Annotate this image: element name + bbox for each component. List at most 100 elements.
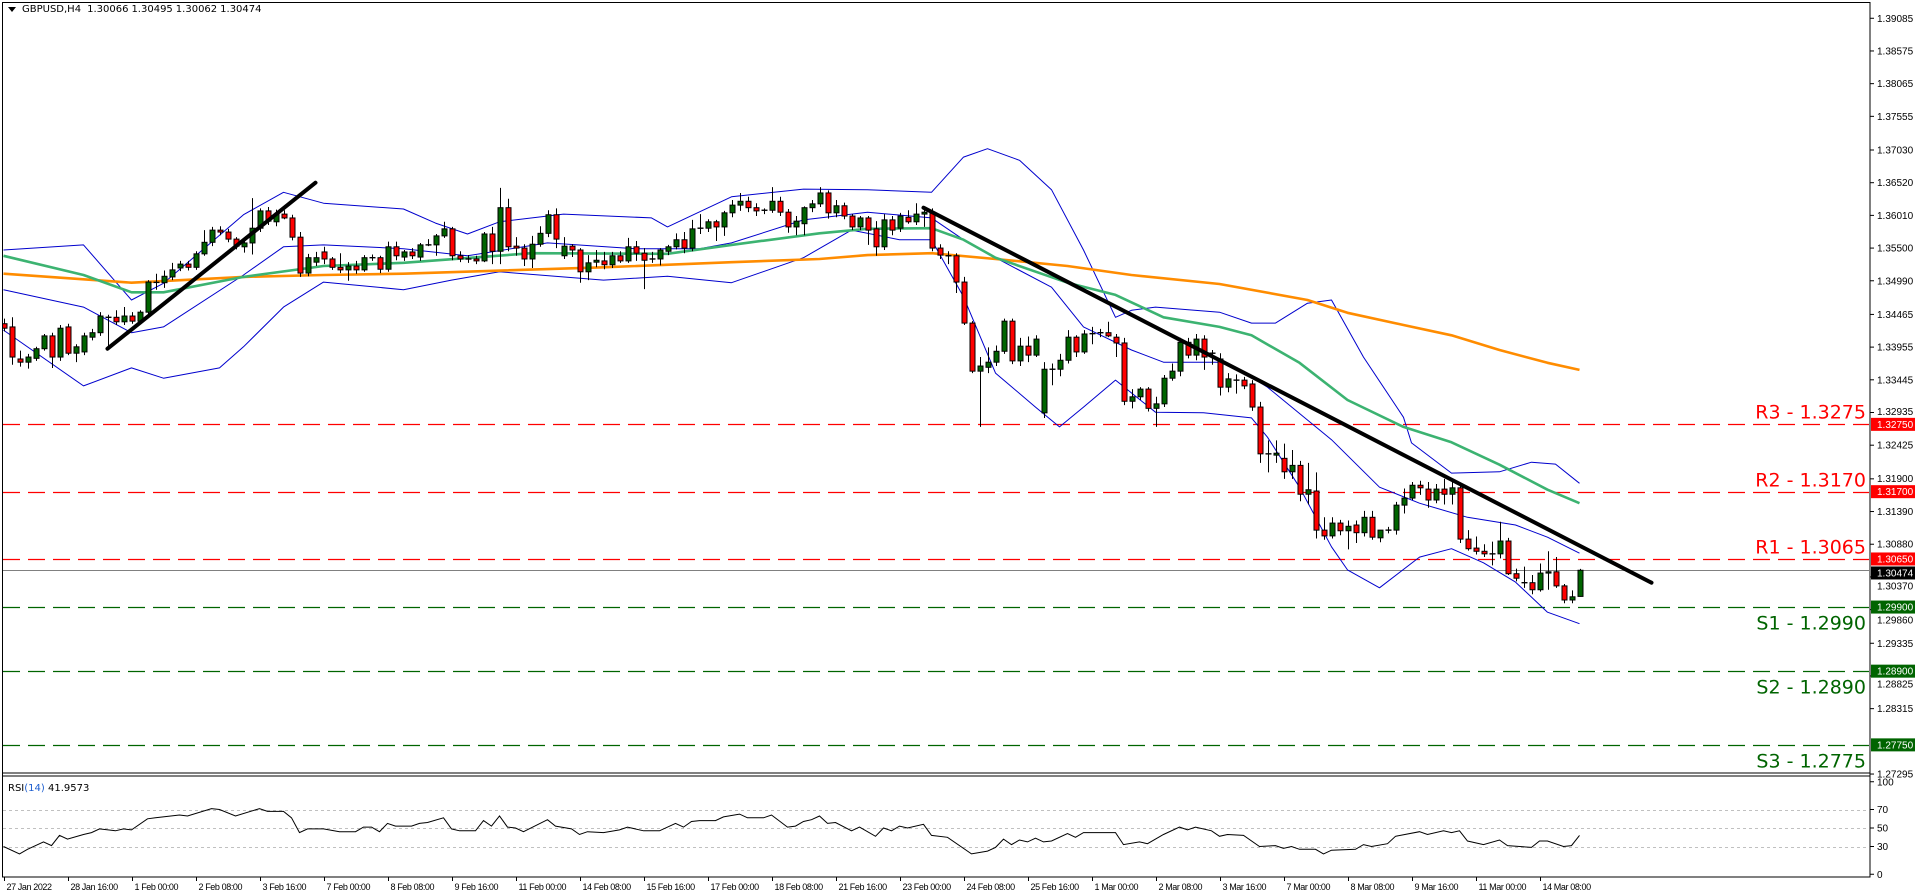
candle-body-bear — [1321, 529, 1328, 537]
candle — [1049, 363, 1056, 386]
candle-body-bull — [545, 214, 552, 234]
candle-body-bull — [1177, 341, 1184, 372]
candle — [809, 200, 816, 213]
candle — [849, 214, 856, 231]
candle — [721, 210, 728, 236]
candle — [217, 226, 224, 236]
price-tick-label: 1.27295 — [1877, 770, 1914, 781]
candle-body-bear — [217, 229, 224, 233]
rsi-panel: 100 70 50 30 0 — [3, 777, 1894, 881]
dropdown-triangle-icon[interactable] — [8, 7, 16, 12]
time-tick-label: 28 Jan 16:00 — [71, 882, 119, 892]
candle-body-bull — [609, 255, 616, 266]
candle — [481, 232, 488, 263]
candle — [1497, 521, 1504, 559]
candle-body-bear — [849, 215, 856, 228]
candle — [841, 202, 848, 220]
candle — [1225, 373, 1232, 393]
candle-body-bear — [841, 205, 848, 217]
current-price-tag — [1871, 566, 1915, 580]
candle-body-bear — [185, 263, 192, 268]
candle-body-bull — [1497, 540, 1504, 555]
trendline[interactable] — [105, 180, 318, 351]
candle — [497, 187, 504, 265]
candle-body-bull — [993, 350, 1000, 363]
candle-body-bull — [1377, 529, 1384, 539]
time-tick-label: 8 Mar 08:00 — [1351, 882, 1395, 892]
candle — [993, 345, 1000, 367]
candle — [873, 221, 880, 256]
candle-body-bear — [873, 228, 880, 248]
candle-body-bear — [1353, 524, 1360, 534]
candle — [297, 232, 304, 277]
candle-body-bear — [1257, 406, 1264, 455]
resistance-level-label: R3 - 1.3275 — [1755, 402, 1866, 424]
candle — [337, 253, 344, 274]
candle — [833, 200, 840, 218]
candle — [369, 254, 376, 261]
candle-body-bull — [1129, 396, 1136, 402]
candle — [121, 307, 128, 325]
candle-body-bull — [441, 228, 448, 237]
candle — [1081, 330, 1088, 354]
candle-body-bull — [1017, 345, 1024, 362]
candle-body-bear — [65, 326, 72, 354]
candle-body-bear — [785, 211, 792, 228]
candle — [1073, 335, 1080, 358]
candle-body-bear — [521, 247, 528, 260]
support-price-tag — [1871, 664, 1915, 678]
candle — [1169, 363, 1176, 381]
candle — [193, 251, 200, 270]
candle-body-bear — [113, 316, 120, 323]
candle-body-bull — [705, 221, 712, 229]
candle-body-bear — [1473, 547, 1480, 552]
candle — [449, 226, 456, 261]
candle-body-bull — [1001, 320, 1008, 352]
time-tick-label: 1 Mar 00:00 — [1095, 882, 1139, 892]
candle-body-bear — [865, 217, 872, 231]
candle — [249, 198, 256, 255]
candle-body-bull — [1137, 388, 1144, 398]
trendlines[interactable] — [105, 180, 1654, 585]
candle-body-bear — [3, 323, 8, 329]
current-price-tag-text: 1.30474 — [1877, 568, 1914, 579]
candle — [1513, 568, 1520, 582]
candle-body-bear — [1297, 464, 1304, 495]
candle — [1129, 389, 1136, 409]
chart-header: GBPUSD,H4 1.30066 1.30495 1.30062 1.3047… — [8, 4, 262, 15]
candle — [561, 237, 568, 259]
candle-body-bear — [449, 228, 456, 257]
candle-body-bear — [409, 251, 416, 257]
candle — [1121, 337, 1128, 406]
candle — [1401, 488, 1408, 514]
candle-body-bear — [321, 251, 328, 260]
candle — [1137, 387, 1144, 400]
candle — [817, 187, 824, 208]
candle — [1057, 353, 1064, 377]
candle-body-bear — [617, 255, 624, 262]
bollinger-lower-band — [3, 229, 1580, 625]
candle-body-bull — [561, 245, 568, 257]
candle — [1257, 401, 1264, 463]
symbol-label: GBPUSD,H4 — [22, 4, 82, 15]
candle-body-bull — [57, 327, 64, 358]
trendline[interactable] — [921, 205, 1654, 585]
candle-body-bull — [1401, 497, 1408, 506]
candle — [129, 312, 136, 324]
support-resistance-levels — [3, 423, 1869, 747]
candle — [209, 226, 216, 247]
candle — [1369, 510, 1376, 540]
candle-body-bear — [1113, 336, 1120, 344]
price-tick-label: 1.28315 — [1877, 704, 1914, 715]
candle-body-bull — [1153, 403, 1160, 409]
price-tick-label: 1.30370 — [1877, 581, 1914, 592]
bollinger-middle-band — [3, 211, 1580, 554]
candle-body-bull — [817, 192, 824, 205]
candle-body-bear — [377, 257, 384, 270]
rsi-tick-label: 100 — [1877, 777, 1894, 788]
price-tick-label: 1.37030 — [1877, 146, 1914, 157]
candle — [1457, 485, 1464, 543]
candle — [745, 196, 752, 213]
candle-body-bear — [1105, 332, 1112, 337]
